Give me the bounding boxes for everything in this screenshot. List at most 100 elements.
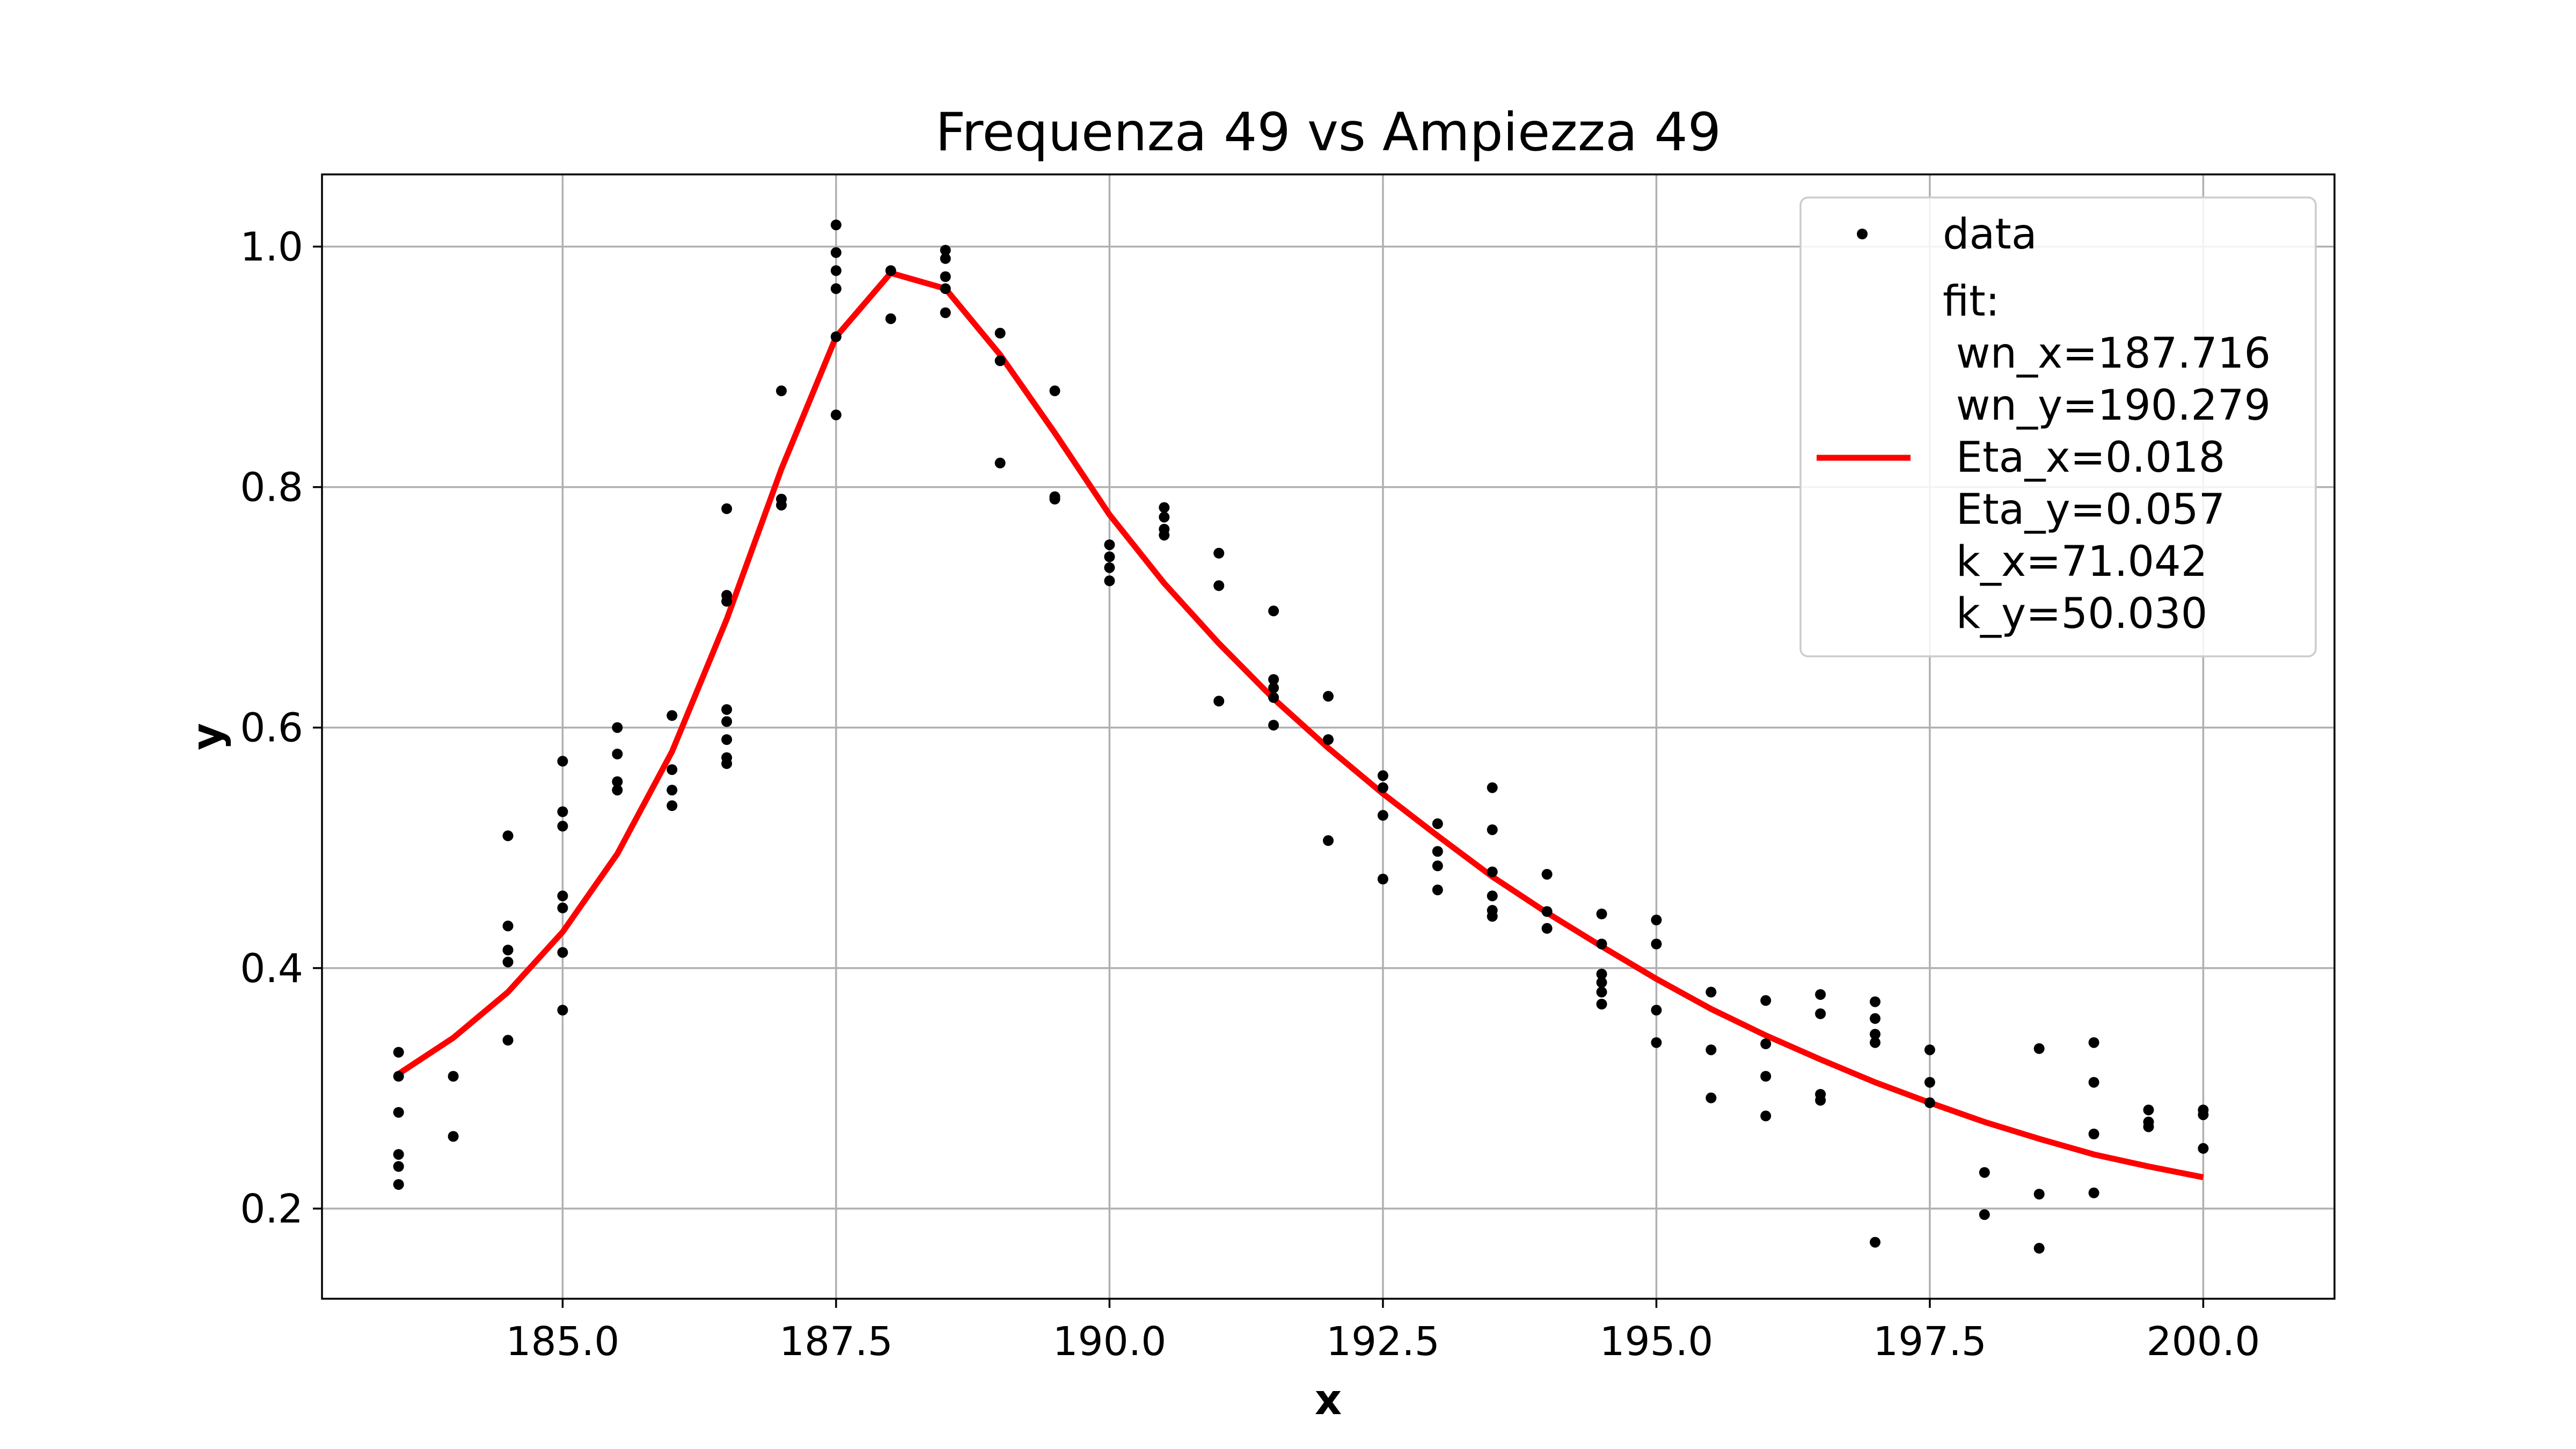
x-tick-label: 192.5 xyxy=(1326,1319,1440,1365)
data-point xyxy=(1651,914,1662,926)
data-point xyxy=(1651,939,1662,949)
data-point xyxy=(885,313,896,324)
data-point xyxy=(502,920,514,932)
data-point xyxy=(1104,562,1115,573)
fit-line xyxy=(397,270,2204,1181)
data-point xyxy=(1323,734,1334,745)
data-point xyxy=(1870,996,1880,1007)
data-point xyxy=(2088,1077,2099,1088)
y-tick-label: 0.6 xyxy=(240,705,303,751)
data-point xyxy=(776,500,787,511)
data-point xyxy=(1596,999,1607,1009)
data-point xyxy=(1870,1236,1880,1248)
data-point xyxy=(612,785,623,796)
data-point xyxy=(721,758,733,769)
data-point xyxy=(2088,1129,2099,1139)
data-point xyxy=(667,710,678,721)
data-point xyxy=(557,902,568,913)
data-point xyxy=(940,283,951,294)
data-point xyxy=(830,331,841,342)
data-point xyxy=(667,764,678,775)
data-point xyxy=(393,1046,404,1058)
legend: data fit: wn_x=187.716 wn_y=190.279 Eta_x… xyxy=(1799,196,2317,657)
chart-title: Frequenza 49 vs Ampiezza 49 xyxy=(935,102,1721,163)
data-point xyxy=(1541,869,1553,880)
data-point xyxy=(1268,720,1279,731)
data-point xyxy=(1213,547,1225,559)
data-point xyxy=(1432,846,1443,857)
data-point xyxy=(1487,890,1498,902)
legend-data-marker xyxy=(1857,229,1868,239)
data-point xyxy=(1541,923,1553,934)
data-point xyxy=(1323,691,1334,702)
data-point xyxy=(393,1071,404,1082)
data-point xyxy=(1815,989,1826,1000)
data-point xyxy=(1651,1005,1662,1016)
data-point xyxy=(721,716,733,727)
data-point xyxy=(1377,810,1388,821)
data-point xyxy=(1049,494,1060,504)
data-point xyxy=(1432,884,1443,896)
data-point xyxy=(2143,1104,2154,1116)
x-tick-label: 190.0 xyxy=(1052,1319,1166,1365)
data-point xyxy=(557,821,568,832)
x-tick-label: 185.0 xyxy=(506,1319,619,1365)
legend-fit-label-line: wn_y=190.279 xyxy=(1943,382,2271,430)
data-point xyxy=(1596,909,1607,919)
data-point xyxy=(557,756,568,767)
data-point xyxy=(1760,1110,1772,1122)
legend-data-label: data xyxy=(1943,210,2037,259)
data-point xyxy=(2033,1242,2045,1254)
legend-fit-label-line: wn_x=187.716 xyxy=(1943,330,2271,378)
data-point xyxy=(940,307,951,318)
data-point xyxy=(721,704,733,715)
data-point xyxy=(1213,696,1225,707)
data-point xyxy=(667,800,678,811)
data-point xyxy=(1596,986,1607,998)
data-point xyxy=(1706,1044,1717,1056)
data-point xyxy=(612,749,623,759)
data-point xyxy=(557,806,568,817)
data-point xyxy=(2143,1121,2154,1132)
data-point xyxy=(393,1161,404,1172)
plot-frame xyxy=(321,173,2336,1300)
data-point xyxy=(1924,1097,1935,1108)
data-point xyxy=(1541,906,1553,917)
data-point xyxy=(1268,692,1279,703)
data-point xyxy=(1979,1209,1990,1220)
legend-fit-label-line: k_x=71.042 xyxy=(1943,538,2207,586)
x-tick-label: 195.0 xyxy=(1599,1319,1713,1365)
data-point xyxy=(667,785,678,796)
data-point xyxy=(2198,1109,2209,1121)
data-point xyxy=(1268,682,1279,693)
data-point xyxy=(940,245,951,256)
data-point xyxy=(1651,1037,1662,1048)
data-point xyxy=(1870,1037,1880,1048)
data-point xyxy=(1268,605,1279,617)
data-point xyxy=(1323,835,1334,846)
data-point xyxy=(830,409,841,421)
data-point xyxy=(776,385,787,397)
data-point xyxy=(557,947,568,958)
data-point xyxy=(502,830,514,841)
y-tick-label: 0.4 xyxy=(240,946,303,992)
data-point xyxy=(940,253,951,264)
data-point xyxy=(1159,530,1170,541)
data-point xyxy=(1487,866,1498,877)
y-tick-label: 1.0 xyxy=(240,224,303,270)
data-point xyxy=(1596,969,1607,979)
data-point xyxy=(1760,1038,1772,1049)
x-tick-label: 187.5 xyxy=(779,1319,893,1365)
data-point xyxy=(612,776,623,787)
data-point xyxy=(1104,539,1115,551)
data-point xyxy=(393,1107,404,1118)
legend-fit-label-line: fit: xyxy=(1943,277,2000,326)
data-point xyxy=(1049,385,1060,397)
data-point xyxy=(1979,1167,1990,1178)
data-points-layer xyxy=(393,219,2209,1254)
legend-box xyxy=(1799,196,2317,657)
legend-fit-label-line: Eta_x=0.018 xyxy=(1943,434,2225,482)
data-point xyxy=(1760,1071,1772,1082)
data-point xyxy=(1487,782,1498,793)
data-point xyxy=(994,327,1006,339)
